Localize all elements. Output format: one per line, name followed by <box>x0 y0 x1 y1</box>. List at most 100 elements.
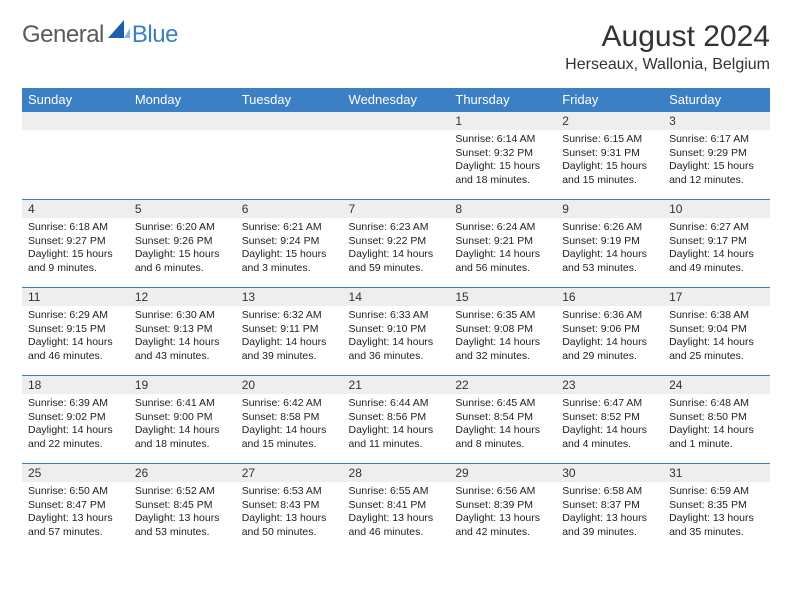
day-details: Sunrise: 6:59 AMSunset: 8:35 PMDaylight:… <box>663 482 770 544</box>
month-title: August 2024 <box>565 20 770 54</box>
day-number: 26 <box>129 464 236 482</box>
daylight-text: Daylight: 14 hours and 53 minutes. <box>562 248 657 275</box>
daylight-text: Daylight: 13 hours and 42 minutes. <box>455 512 550 539</box>
sunrise-text: Sunrise: 6:29 AM <box>28 309 123 323</box>
day-number: 14 <box>343 288 450 306</box>
daylight-text: Daylight: 13 hours and 39 minutes. <box>562 512 657 539</box>
calendar-day-cell: 9Sunrise: 6:26 AMSunset: 9:19 PMDaylight… <box>556 200 663 288</box>
day-details: Sunrise: 6:26 AMSunset: 9:19 PMDaylight:… <box>556 218 663 280</box>
sunset-text: Sunset: 8:41 PM <box>349 499 444 513</box>
calendar-day-cell: 19Sunrise: 6:41 AMSunset: 9:00 PMDayligh… <box>129 376 236 464</box>
day-number <box>236 112 343 130</box>
day-number: 5 <box>129 200 236 218</box>
sunset-text: Sunset: 8:37 PM <box>562 499 657 513</box>
sunset-text: Sunset: 9:26 PM <box>135 235 230 249</box>
day-number: 3 <box>663 112 770 130</box>
calendar-day-cell: 24Sunrise: 6:48 AMSunset: 8:50 PMDayligh… <box>663 376 770 464</box>
day-number: 17 <box>663 288 770 306</box>
day-number: 28 <box>343 464 450 482</box>
calendar-day-cell: 21Sunrise: 6:44 AMSunset: 8:56 PMDayligh… <box>343 376 450 464</box>
calendar-week-row: 18Sunrise: 6:39 AMSunset: 9:02 PMDayligh… <box>22 376 770 464</box>
sunrise-text: Sunrise: 6:17 AM <box>669 133 764 147</box>
day-number: 12 <box>129 288 236 306</box>
calendar-day-cell: 27Sunrise: 6:53 AMSunset: 8:43 PMDayligh… <box>236 464 343 552</box>
sunrise-text: Sunrise: 6:47 AM <box>562 397 657 411</box>
day-details: Sunrise: 6:45 AMSunset: 8:54 PMDaylight:… <box>449 394 556 456</box>
daylight-text: Daylight: 14 hours and 59 minutes. <box>349 248 444 275</box>
calendar-day-cell: 31Sunrise: 6:59 AMSunset: 8:35 PMDayligh… <box>663 464 770 552</box>
sunrise-text: Sunrise: 6:33 AM <box>349 309 444 323</box>
sunset-text: Sunset: 8:56 PM <box>349 411 444 425</box>
daylight-text: Daylight: 13 hours and 35 minutes. <box>669 512 764 539</box>
sunrise-text: Sunrise: 6:44 AM <box>349 397 444 411</box>
calendar-header-row: SundayMondayTuesdayWednesdayThursdayFrid… <box>22 88 770 112</box>
day-number: 1 <box>449 112 556 130</box>
sunset-text: Sunset: 9:24 PM <box>242 235 337 249</box>
daylight-text: Daylight: 14 hours and 1 minute. <box>669 424 764 451</box>
page-header: General Blue August 2024 Herseaux, Wallo… <box>22 20 770 74</box>
day-number: 22 <box>449 376 556 394</box>
day-number: 25 <box>22 464 129 482</box>
calendar-day-cell <box>236 112 343 200</box>
calendar-day-cell: 15Sunrise: 6:35 AMSunset: 9:08 PMDayligh… <box>449 288 556 376</box>
day-number: 13 <box>236 288 343 306</box>
daylight-text: Daylight: 15 hours and 15 minutes. <box>562 160 657 187</box>
daylight-text: Daylight: 14 hours and 15 minutes. <box>242 424 337 451</box>
day-details: Sunrise: 6:56 AMSunset: 8:39 PMDaylight:… <box>449 482 556 544</box>
brand-part1: General <box>22 21 104 49</box>
day-number: 4 <box>22 200 129 218</box>
day-details: Sunrise: 6:42 AMSunset: 8:58 PMDaylight:… <box>236 394 343 456</box>
daylight-text: Daylight: 13 hours and 50 minutes. <box>242 512 337 539</box>
day-details: Sunrise: 6:58 AMSunset: 8:37 PMDaylight:… <box>556 482 663 544</box>
day-details: Sunrise: 6:33 AMSunset: 9:10 PMDaylight:… <box>343 306 450 368</box>
weekday-header: Sunday <box>22 88 129 112</box>
sunset-text: Sunset: 9:04 PM <box>669 323 764 337</box>
day-details: Sunrise: 6:23 AMSunset: 9:22 PMDaylight:… <box>343 218 450 280</box>
sunrise-text: Sunrise: 6:14 AM <box>455 133 550 147</box>
sunrise-text: Sunrise: 6:50 AM <box>28 485 123 499</box>
sunrise-text: Sunrise: 6:58 AM <box>562 485 657 499</box>
sunrise-text: Sunrise: 6:36 AM <box>562 309 657 323</box>
daylight-text: Daylight: 14 hours and 49 minutes. <box>669 248 764 275</box>
day-number: 27 <box>236 464 343 482</box>
day-details: Sunrise: 6:21 AMSunset: 9:24 PMDaylight:… <box>236 218 343 280</box>
sunset-text: Sunset: 8:52 PM <box>562 411 657 425</box>
calendar-day-cell <box>22 112 129 200</box>
calendar-day-cell: 7Sunrise: 6:23 AMSunset: 9:22 PMDaylight… <box>343 200 450 288</box>
daylight-text: Daylight: 15 hours and 18 minutes. <box>455 160 550 187</box>
day-number: 29 <box>449 464 556 482</box>
daylight-text: Daylight: 14 hours and 25 minutes. <box>669 336 764 363</box>
daylight-text: Daylight: 14 hours and 18 minutes. <box>135 424 230 451</box>
sunrise-text: Sunrise: 6:32 AM <box>242 309 337 323</box>
brand-triangle-icon <box>108 20 130 43</box>
calendar-day-cell: 11Sunrise: 6:29 AMSunset: 9:15 PMDayligh… <box>22 288 129 376</box>
day-details: Sunrise: 6:18 AMSunset: 9:27 PMDaylight:… <box>22 218 129 280</box>
sunrise-text: Sunrise: 6:59 AM <box>669 485 764 499</box>
daylight-text: Daylight: 14 hours and 39 minutes. <box>242 336 337 363</box>
sunrise-text: Sunrise: 6:18 AM <box>28 221 123 235</box>
calendar-day-cell: 3Sunrise: 6:17 AMSunset: 9:29 PMDaylight… <box>663 112 770 200</box>
sunset-text: Sunset: 9:19 PM <box>562 235 657 249</box>
calendar-day-cell: 23Sunrise: 6:47 AMSunset: 8:52 PMDayligh… <box>556 376 663 464</box>
sunset-text: Sunset: 9:27 PM <box>28 235 123 249</box>
day-details: Sunrise: 6:35 AMSunset: 9:08 PMDaylight:… <box>449 306 556 368</box>
day-number <box>22 112 129 130</box>
day-number: 8 <box>449 200 556 218</box>
calendar-week-row: 11Sunrise: 6:29 AMSunset: 9:15 PMDayligh… <box>22 288 770 376</box>
daylight-text: Daylight: 13 hours and 53 minutes. <box>135 512 230 539</box>
sunrise-text: Sunrise: 6:35 AM <box>455 309 550 323</box>
sunrise-text: Sunrise: 6:24 AM <box>455 221 550 235</box>
sunrise-text: Sunrise: 6:26 AM <box>562 221 657 235</box>
sunset-text: Sunset: 9:10 PM <box>349 323 444 337</box>
daylight-text: Daylight: 13 hours and 46 minutes. <box>349 512 444 539</box>
day-details: Sunrise: 6:53 AMSunset: 8:43 PMDaylight:… <box>236 482 343 544</box>
daylight-text: Daylight: 14 hours and 56 minutes. <box>455 248 550 275</box>
sunrise-text: Sunrise: 6:53 AM <box>242 485 337 499</box>
calendar-day-cell: 16Sunrise: 6:36 AMSunset: 9:06 PMDayligh… <box>556 288 663 376</box>
calendar-day-cell: 29Sunrise: 6:56 AMSunset: 8:39 PMDayligh… <box>449 464 556 552</box>
sunset-text: Sunset: 8:47 PM <box>28 499 123 513</box>
calendar-day-cell: 2Sunrise: 6:15 AMSunset: 9:31 PMDaylight… <box>556 112 663 200</box>
weekday-header: Wednesday <box>343 88 450 112</box>
sunset-text: Sunset: 8:50 PM <box>669 411 764 425</box>
day-details: Sunrise: 6:55 AMSunset: 8:41 PMDaylight:… <box>343 482 450 544</box>
